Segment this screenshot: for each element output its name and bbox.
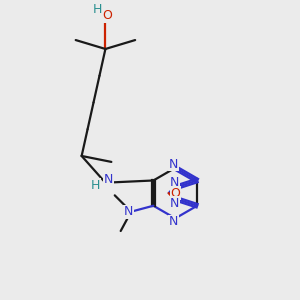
- Text: N: N: [169, 158, 178, 171]
- Text: N: N: [169, 215, 178, 228]
- Text: N: N: [170, 176, 179, 189]
- Text: O: O: [102, 9, 112, 22]
- Text: H: H: [91, 178, 101, 192]
- Text: N: N: [124, 205, 134, 218]
- Text: O: O: [102, 9, 112, 22]
- Text: N: N: [170, 176, 179, 189]
- Text: N: N: [104, 172, 113, 186]
- Text: H: H: [91, 178, 101, 192]
- Text: H: H: [92, 3, 102, 16]
- Text: N: N: [169, 158, 178, 171]
- Text: N: N: [124, 205, 134, 218]
- Text: N: N: [170, 197, 179, 210]
- Text: N: N: [104, 172, 113, 186]
- Text: N: N: [170, 197, 179, 210]
- Text: N: N: [169, 215, 178, 228]
- Text: O: O: [170, 187, 180, 200]
- Text: O: O: [170, 187, 180, 200]
- Text: H: H: [92, 3, 102, 16]
